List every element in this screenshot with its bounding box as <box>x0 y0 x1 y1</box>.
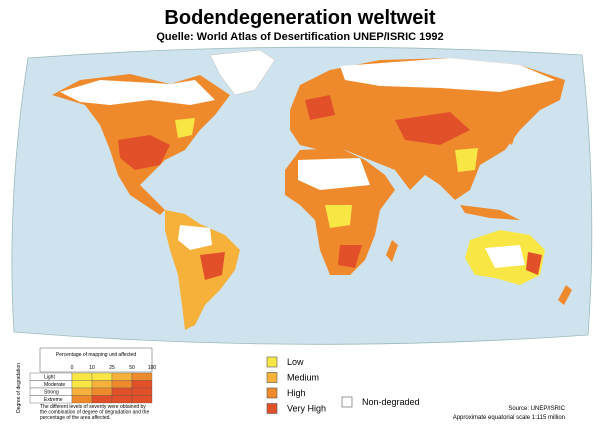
matrix-cell <box>91 380 113 389</box>
legend-swatch <box>266 403 278 414</box>
matrix-row: Strong <box>44 390 59 396</box>
subtitle: Quelle: World Atlas of Desertification U… <box>156 31 443 43</box>
legend-swatch <box>341 396 353 408</box>
matrix-note: the combination of degree of degradation… <box>40 410 149 416</box>
matrix-column: 0 <box>71 365 74 371</box>
matrix-column: 10 <box>89 365 95 371</box>
legend: Low Medium High Very High Non-degraded <box>266 356 420 414</box>
severity-matrix: Percentage of mapping unit affected Degr… <box>16 347 157 421</box>
legend-swatch <box>266 387 278 399</box>
matrix-cell <box>111 380 133 389</box>
matrix-cell <box>131 380 153 389</box>
patch <box>305 95 335 120</box>
madagascar <box>386 240 398 262</box>
matrix-cell <box>91 395 113 404</box>
patch <box>175 118 195 138</box>
legend-label: High <box>287 388 306 398</box>
patch <box>485 245 525 268</box>
legend-label: Very High <box>287 404 326 414</box>
title: Bodendegeneration weltweit <box>164 7 435 29</box>
legend-label: Medium <box>287 373 319 383</box>
matrix-cell <box>111 395 133 404</box>
map <box>11 46 593 345</box>
patch <box>526 252 542 275</box>
patch <box>325 205 352 228</box>
matrix-axis-label: Degree of degradation <box>16 363 22 413</box>
matrix-title: Percentage of mapping unit affected <box>56 352 136 358</box>
siberia <box>340 58 555 92</box>
patch <box>395 112 470 145</box>
patch <box>200 252 225 280</box>
legend-swatch <box>266 356 278 368</box>
matrix-cell <box>71 395 93 404</box>
matrix-cell <box>91 372 113 381</box>
matrix-row: Light <box>44 375 55 381</box>
canada-north <box>60 80 215 105</box>
matrix-cell <box>71 372 93 381</box>
matrix-cell <box>131 387 153 396</box>
japan <box>506 120 518 145</box>
matrix-cell <box>131 372 153 381</box>
legend-label: Low <box>287 357 304 367</box>
matrix-cell <box>91 387 113 396</box>
legend-label: Non-degraded <box>362 397 420 407</box>
matrix-cell <box>71 387 93 396</box>
matrix-column: 25 <box>109 365 115 371</box>
patch <box>118 135 170 170</box>
matrix-header <box>39 347 153 373</box>
source: Source: UNEP/ISRIC <box>508 406 565 412</box>
matrix-column: 50 <box>129 365 135 371</box>
matrix-note: percentage of the area affected. <box>40 415 111 421</box>
legend-swatch <box>266 372 278 383</box>
matrix-note: The different levels of severity were ob… <box>40 404 146 410</box>
matrix-cell <box>111 387 133 396</box>
amazon <box>178 225 212 250</box>
matrix-row: Extreme <box>44 397 63 403</box>
patch <box>338 245 362 268</box>
matrix-row: Moderate <box>44 382 65 388</box>
patch <box>455 148 478 172</box>
greenland <box>209 49 276 96</box>
matrix-column: 100 <box>148 365 157 371</box>
matrix-cell <box>71 380 93 389</box>
scale: Approximate equatorial scale 1:115 milli… <box>453 415 565 421</box>
matrix-cell <box>111 372 133 381</box>
matrix-cell <box>131 395 153 404</box>
sahara <box>298 158 370 190</box>
indonesia <box>460 205 520 220</box>
new-zealand <box>558 285 572 305</box>
